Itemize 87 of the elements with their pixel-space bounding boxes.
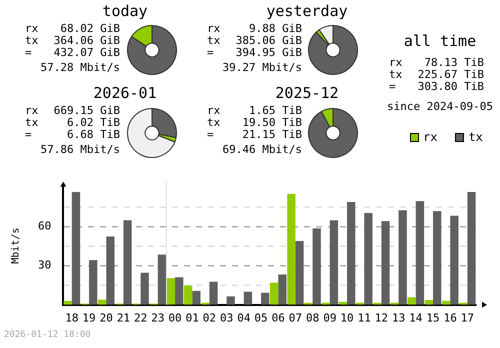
chart-title: yesterday [265, 2, 349, 20]
bar [416, 201, 424, 305]
bar [330, 220, 338, 305]
bar [175, 277, 184, 305]
bar [287, 194, 296, 305]
text: 39.27 Mbit/s [222, 61, 302, 74]
bar [140, 272, 149, 305]
x-tick-label: 12 [374, 311, 388, 324]
text: = 432.07 GiB [25, 46, 120, 59]
bar [408, 297, 416, 305]
x-tick-label: 03 [220, 311, 234, 324]
text: rx 68.02 GiB [25, 22, 120, 35]
bar [278, 274, 286, 305]
bar [72, 192, 80, 305]
bar [226, 296, 235, 305]
bar [89, 260, 98, 305]
bar [209, 282, 218, 305]
x-tick-label: 04 [237, 311, 251, 324]
chart-title: 2025-12 [275, 84, 339, 102]
text: rx 9.88 GiB [207, 22, 302, 35]
chart-title: 2026-01 [92, 84, 158, 102]
bar [64, 300, 72, 305]
bar [166, 278, 176, 305]
bar [158, 254, 166, 305]
text: tx 6.02 TiB [25, 116, 120, 129]
bar [106, 236, 114, 305]
x-tick-label: 01 [186, 311, 199, 324]
chart-title: today [101, 2, 149, 20]
text: = 303.80 TiB [389, 80, 484, 93]
x-tick-label: 21 [116, 311, 130, 324]
text: rx 669.15 GiB [25, 104, 120, 117]
text: 57.86 Mbit/s [40, 143, 120, 156]
text: = 21.15 TiB [207, 128, 302, 141]
x-tick-label: 07 [288, 311, 302, 324]
bar [98, 300, 106, 305]
x-tick-label: 13 [392, 311, 406, 324]
x-tick-label: 18 [65, 311, 78, 324]
x-tick-label: 11 [358, 311, 371, 324]
bar [433, 211, 442, 305]
x-tick-label: 20 [100, 311, 113, 324]
x-tick-label: 08 [306, 311, 320, 324]
y-tick-label: 30 [38, 258, 52, 272]
text: tx 385.06 GiB [207, 34, 302, 47]
bar [381, 221, 390, 305]
text: = 394.95 GiB [207, 46, 302, 59]
bar [312, 228, 321, 305]
x-tick-label: 06 [272, 311, 285, 324]
text: tx 225.67 TiB [389, 68, 484, 81]
x-tick-label: 17 [460, 311, 474, 324]
x-tick-label: 05 [254, 311, 268, 324]
legend-label: tx [467, 130, 483, 144]
bar [450, 216, 458, 305]
x-tick-label: 19 [82, 311, 96, 324]
bar [295, 241, 304, 305]
legend-label: rx [422, 130, 438, 144]
x-tick-label: 10 [340, 311, 354, 324]
x-tick-label: 23 [151, 311, 164, 324]
bar [184, 285, 192, 305]
bar [123, 220, 132, 305]
bar [270, 282, 278, 305]
text: since 2024-09-05 [386, 100, 494, 113]
bar [424, 300, 434, 305]
text: tx 364.06 GiB [25, 34, 120, 47]
bar [244, 292, 252, 305]
bar [347, 202, 356, 305]
text: 2026-01-12 18:00 [4, 330, 91, 340]
bar [261, 292, 270, 305]
y-tick-label: 60 [38, 220, 52, 233]
text: rx 1.65 TiB [207, 104, 302, 117]
text: rx 78.13 TiB [389, 56, 484, 69]
bar [364, 212, 372, 305]
x-tick-label: 00 [168, 311, 182, 324]
y-axis-title: Mbit/s [10, 228, 22, 264]
x-tick-label: 15 [426, 311, 440, 324]
x-tick-label: 02 [202, 311, 216, 324]
x-tick-label: 14 [409, 311, 423, 324]
x-tick-label: 16 [444, 311, 457, 324]
text: = 6.68 TiB [25, 128, 120, 141]
bar [192, 290, 200, 305]
text: all time [402, 32, 478, 50]
text: tx 19.50 TiB [207, 116, 302, 129]
x-tick-label: 09 [323, 311, 336, 324]
bar [398, 210, 407, 305]
bar [467, 192, 476, 305]
text: 57.28 Mbit/s [40, 61, 120, 74]
x-tick-label: 22 [134, 311, 148, 324]
text: 69.46 Mbit/s [222, 143, 302, 156]
